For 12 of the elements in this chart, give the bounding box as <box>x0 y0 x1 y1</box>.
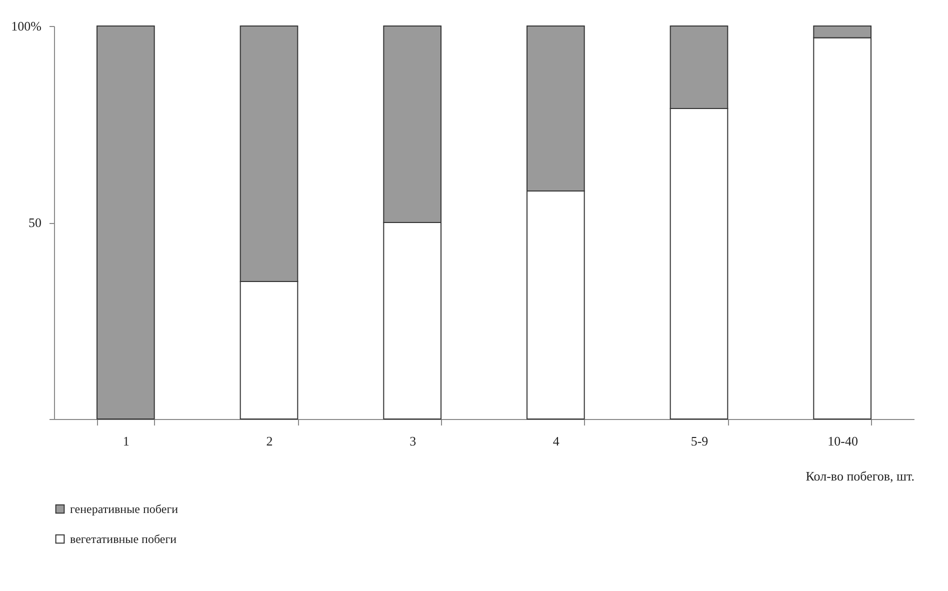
bar <box>96 26 155 420</box>
y-tick-label: 50 <box>28 215 42 230</box>
x-tick-label: 5-9 <box>690 434 708 448</box>
x-tick-label: 4 <box>552 434 560 448</box>
legend-label: вегетативные побеги <box>70 532 178 546</box>
y-tick-label: 100% <box>11 18 42 34</box>
x-tick-label: 1 <box>122 434 130 448</box>
x-tick-label: 2 <box>266 434 273 448</box>
legend-label: генеративные побеги <box>70 502 179 516</box>
x-tick-label: 10-40 <box>828 434 858 448</box>
x-tick-label: 3 <box>410 434 416 448</box>
x-axis-title: Кол-во побегов, шт. <box>806 468 914 484</box>
